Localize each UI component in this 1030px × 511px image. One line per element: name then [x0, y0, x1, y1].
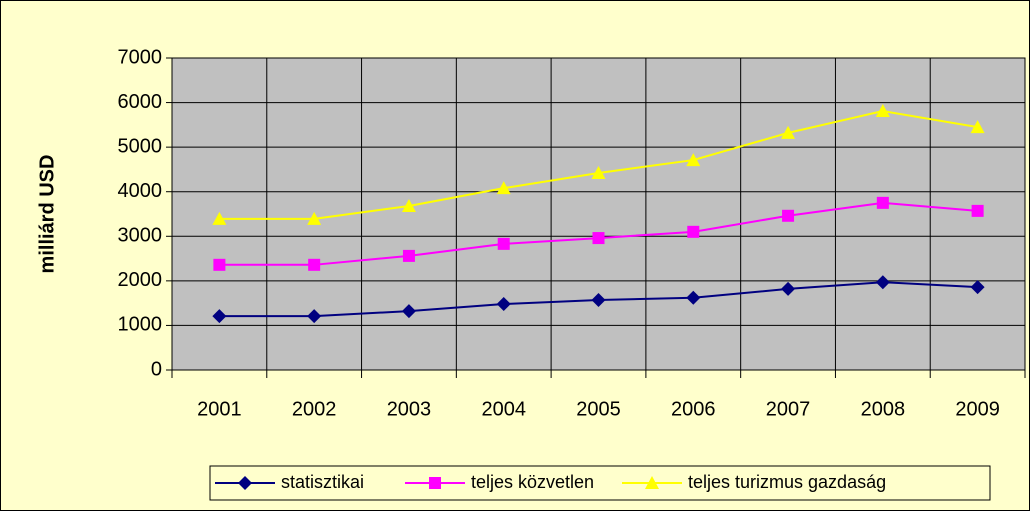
y-tick-label: 1000 — [118, 314, 163, 336]
data-point — [497, 237, 510, 250]
plot-border — [171, 57, 1026, 371]
data-point — [875, 104, 890, 118]
data-point — [212, 211, 227, 225]
legend-label: teljes turizmus gazdaság — [688, 472, 886, 492]
data-point — [401, 198, 416, 212]
data-point — [307, 211, 322, 225]
data-point — [781, 281, 796, 296]
data-point — [591, 165, 606, 179]
data-point — [496, 181, 511, 195]
data-point — [970, 120, 985, 134]
x-tick-label: 2009 — [955, 398, 1000, 420]
legend-marker — [645, 476, 659, 489]
data-point — [591, 293, 606, 308]
y-tick-label: 5000 — [118, 135, 163, 157]
x-tick-label: 2002 — [292, 398, 337, 420]
legend-marker — [238, 476, 252, 490]
x-tick-label: 2004 — [481, 398, 526, 420]
data-point — [401, 304, 416, 319]
data-point — [781, 125, 796, 139]
data-point — [875, 275, 890, 290]
data-point — [876, 196, 889, 209]
data-point — [212, 309, 227, 324]
y-tick-label: 2000 — [118, 269, 163, 291]
y-tick-label: 3000 — [118, 225, 163, 247]
x-tick-label: 2003 — [387, 398, 432, 420]
y-tick-label: 7000 — [118, 46, 163, 68]
data-point — [687, 225, 700, 238]
data-point — [782, 209, 795, 222]
data-point — [496, 297, 511, 312]
data-point — [686, 290, 701, 305]
data-point — [971, 204, 984, 217]
data-point — [592, 232, 605, 245]
plot-area — [172, 58, 1025, 370]
y-axis-label: milliárd USD — [36, 155, 58, 274]
legend-marker — [429, 477, 441, 489]
x-tick-label: 2008 — [861, 398, 906, 420]
data-point — [307, 309, 322, 324]
data-point — [308, 258, 321, 271]
x-tick-label: 2005 — [576, 398, 621, 420]
y-tick-label: 6000 — [118, 91, 163, 113]
x-tick-label: 2001 — [197, 398, 242, 420]
y-tick-label: 0 — [151, 358, 162, 380]
data-point — [213, 258, 226, 271]
data-point — [686, 153, 701, 167]
x-tick-label: 2007 — [766, 398, 811, 420]
y-tick-label: 4000 — [118, 180, 163, 202]
x-tick-label: 2006 — [671, 398, 716, 420]
data-point — [402, 249, 415, 262]
legend-label: teljes közvetlen — [471, 472, 594, 492]
legend-label: statisztikai — [281, 472, 364, 492]
legend-box — [209, 465, 991, 501]
data-point — [970, 280, 985, 295]
